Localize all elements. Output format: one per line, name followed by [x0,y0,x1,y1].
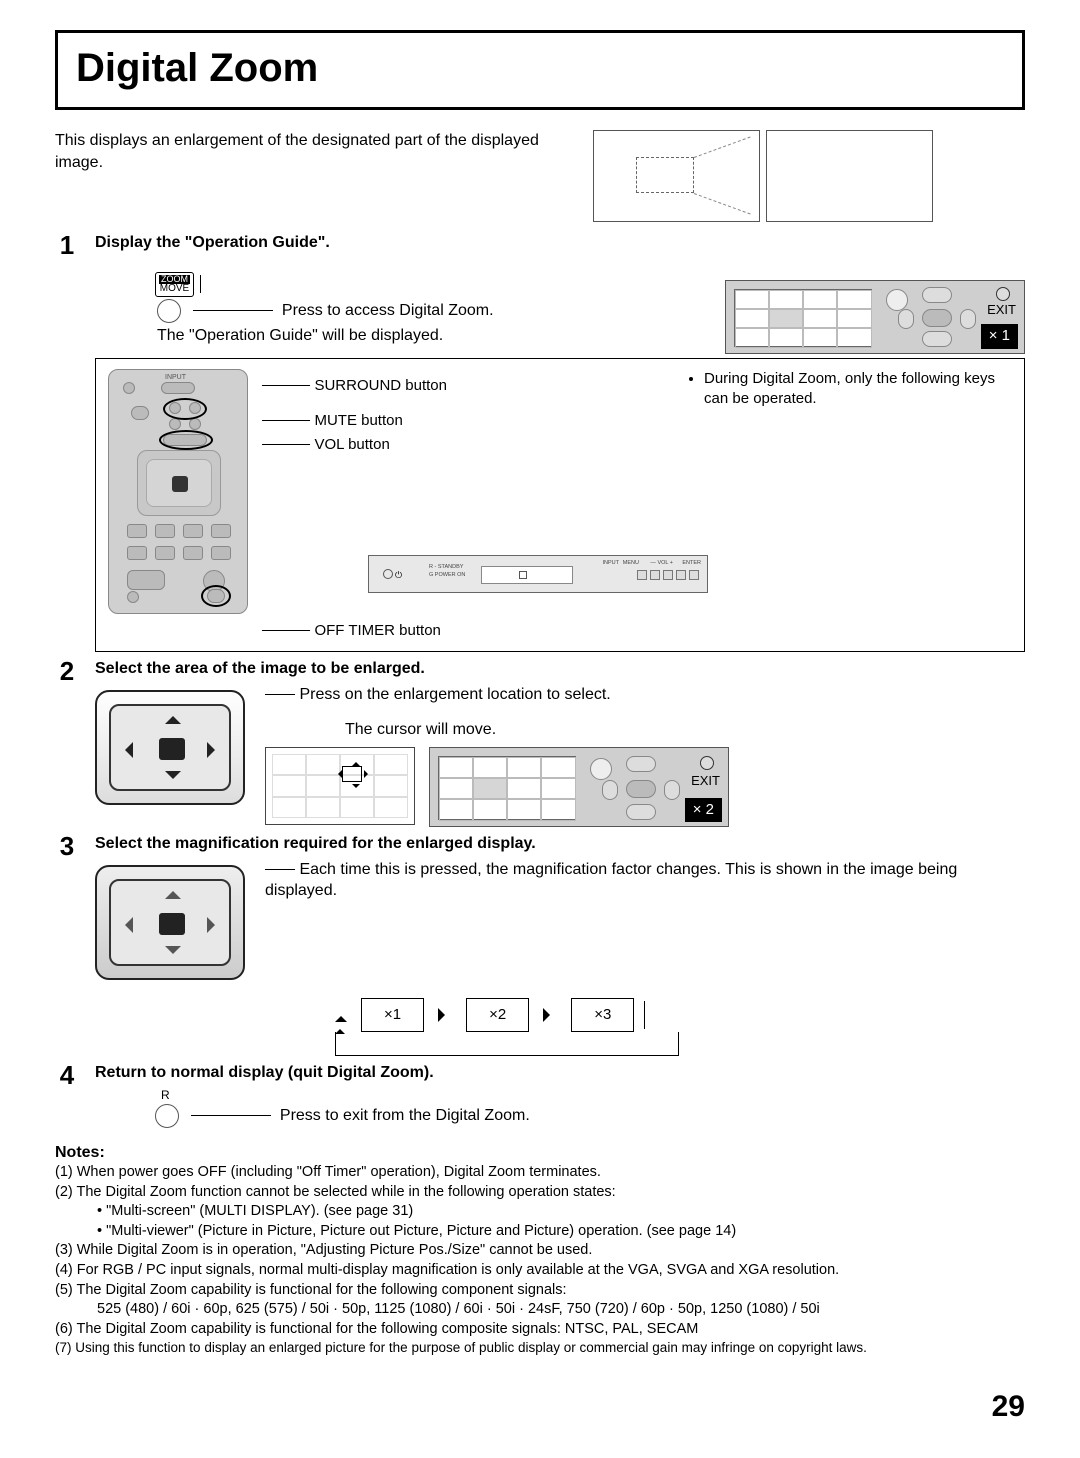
callout-surround: SURROUND button [314,377,447,394]
note-2b: • "Multi-viewer" (Picture in Picture, Pi… [55,1222,1025,1242]
step-1-title: Display the "Operation Guide". [95,232,1025,254]
osd-down-icon [922,331,952,347]
page-title: Digital Zoom [76,41,1004,95]
step-1-guide-line: The "Operation Guide" will be displayed. [157,325,555,347]
note-3: (3) While Digital Zoom is in operation, … [55,1241,1025,1261]
note-4: (4) For RGB / PC input signals, normal m… [55,1261,1025,1281]
callout-mute: MUTE button [314,412,402,429]
step-1-press: Press to access Digital Zoom. [282,302,494,319]
cursor-grid-diagram [265,747,415,825]
remote-control-icon: INPUT [108,369,248,614]
step-3-number: 3 [55,833,79,1056]
dpad-direction-icon [95,690,245,805]
osd-zoom-badge-2: × 2 [685,798,722,822]
step-3-desc: Each time this is pressed, the magnifica… [265,861,957,900]
remote-note: During Digital Zoom, only the following … [688,369,1008,410]
callout-vol: VOL button [314,436,389,453]
osd-panel-x1: EXIT × 1 [725,280,1025,354]
osd-up-icon [922,287,952,303]
r-button-label: R [161,1087,1025,1103]
button-oval-icon [157,299,181,323]
osd-exit-label-2: EXIT [691,772,720,790]
step-1-number: 1 [55,232,79,652]
step-2-number: 2 [55,658,79,827]
device-panel-icon: ⏻ R - STANDBY G POWER ON INPUT MENU — VO… [368,555,708,593]
note-5-sub: 525 (480) / 60i · 60p, 625 (575) / 50i ·… [55,1300,1025,1320]
osd-exit-icon [996,287,1010,301]
step-2-cursor-text: The cursor will move. [345,719,1025,741]
r-button-icon [155,1104,179,1128]
step-4-title: Return to normal display (quit Digital Z… [95,1062,1025,1084]
notes-title: Notes: [55,1142,1025,1164]
step-4-number: 4 [55,1062,79,1128]
title-box: Digital Zoom [55,30,1025,110]
zoom-move-button-icon: ZOOM MOVE [155,272,194,297]
osd-center-icon [922,309,952,327]
callout-offtimer: OFF TIMER button [314,622,440,639]
osd-right-icon [960,309,976,329]
cycle-x2: ×2 [466,998,529,1032]
notes-section: Notes: (1) When power goes OFF (includin… [55,1142,1025,1358]
osd-exit-label: EXIT [987,301,1016,319]
osd-panel-x2: EXIT × 2 [429,747,729,827]
note-5: (5) The Digital Zoom capability is funct… [55,1281,1025,1301]
osd-left-icon [898,309,914,329]
cycle-x3: ×3 [571,998,634,1032]
note-6: (6) The Digital Zoom capability is funct… [55,1320,1025,1340]
zoom-concept-diagram [593,130,933,222]
remote-diagram-box: INPUT SURROUND button MUTE button [95,358,1025,653]
step-2-press: Press on the enlargement location to sel… [299,686,610,703]
step-3-title: Select the magnification required for th… [95,833,1025,855]
dpad-center-icon [95,865,245,980]
page-number: 29 [55,1387,1025,1428]
intro-text: This displays an enlargement of the desi… [55,130,575,222]
cycle-x1: ×1 [361,998,424,1032]
note-7: (7) Using this function to display an en… [55,1339,1025,1357]
note-2: (2) The Digital Zoom function cannot be … [55,1183,1025,1203]
note-2a: • "Multi-screen" (MULTI DISPLAY). (see p… [55,1202,1025,1222]
osd-return-icon [886,289,908,311]
magnification-cycle-diagram: ×1 ×2 ×3 [335,998,1025,1032]
step-2-title: Select the area of the image to be enlar… [95,658,1025,680]
note-1: (1) When power goes OFF (including "Off … [55,1163,1025,1183]
step-4-press: Press to exit from the Digital Zoom. [280,1107,530,1124]
osd-zoom-badge-1: × 1 [981,324,1018,348]
